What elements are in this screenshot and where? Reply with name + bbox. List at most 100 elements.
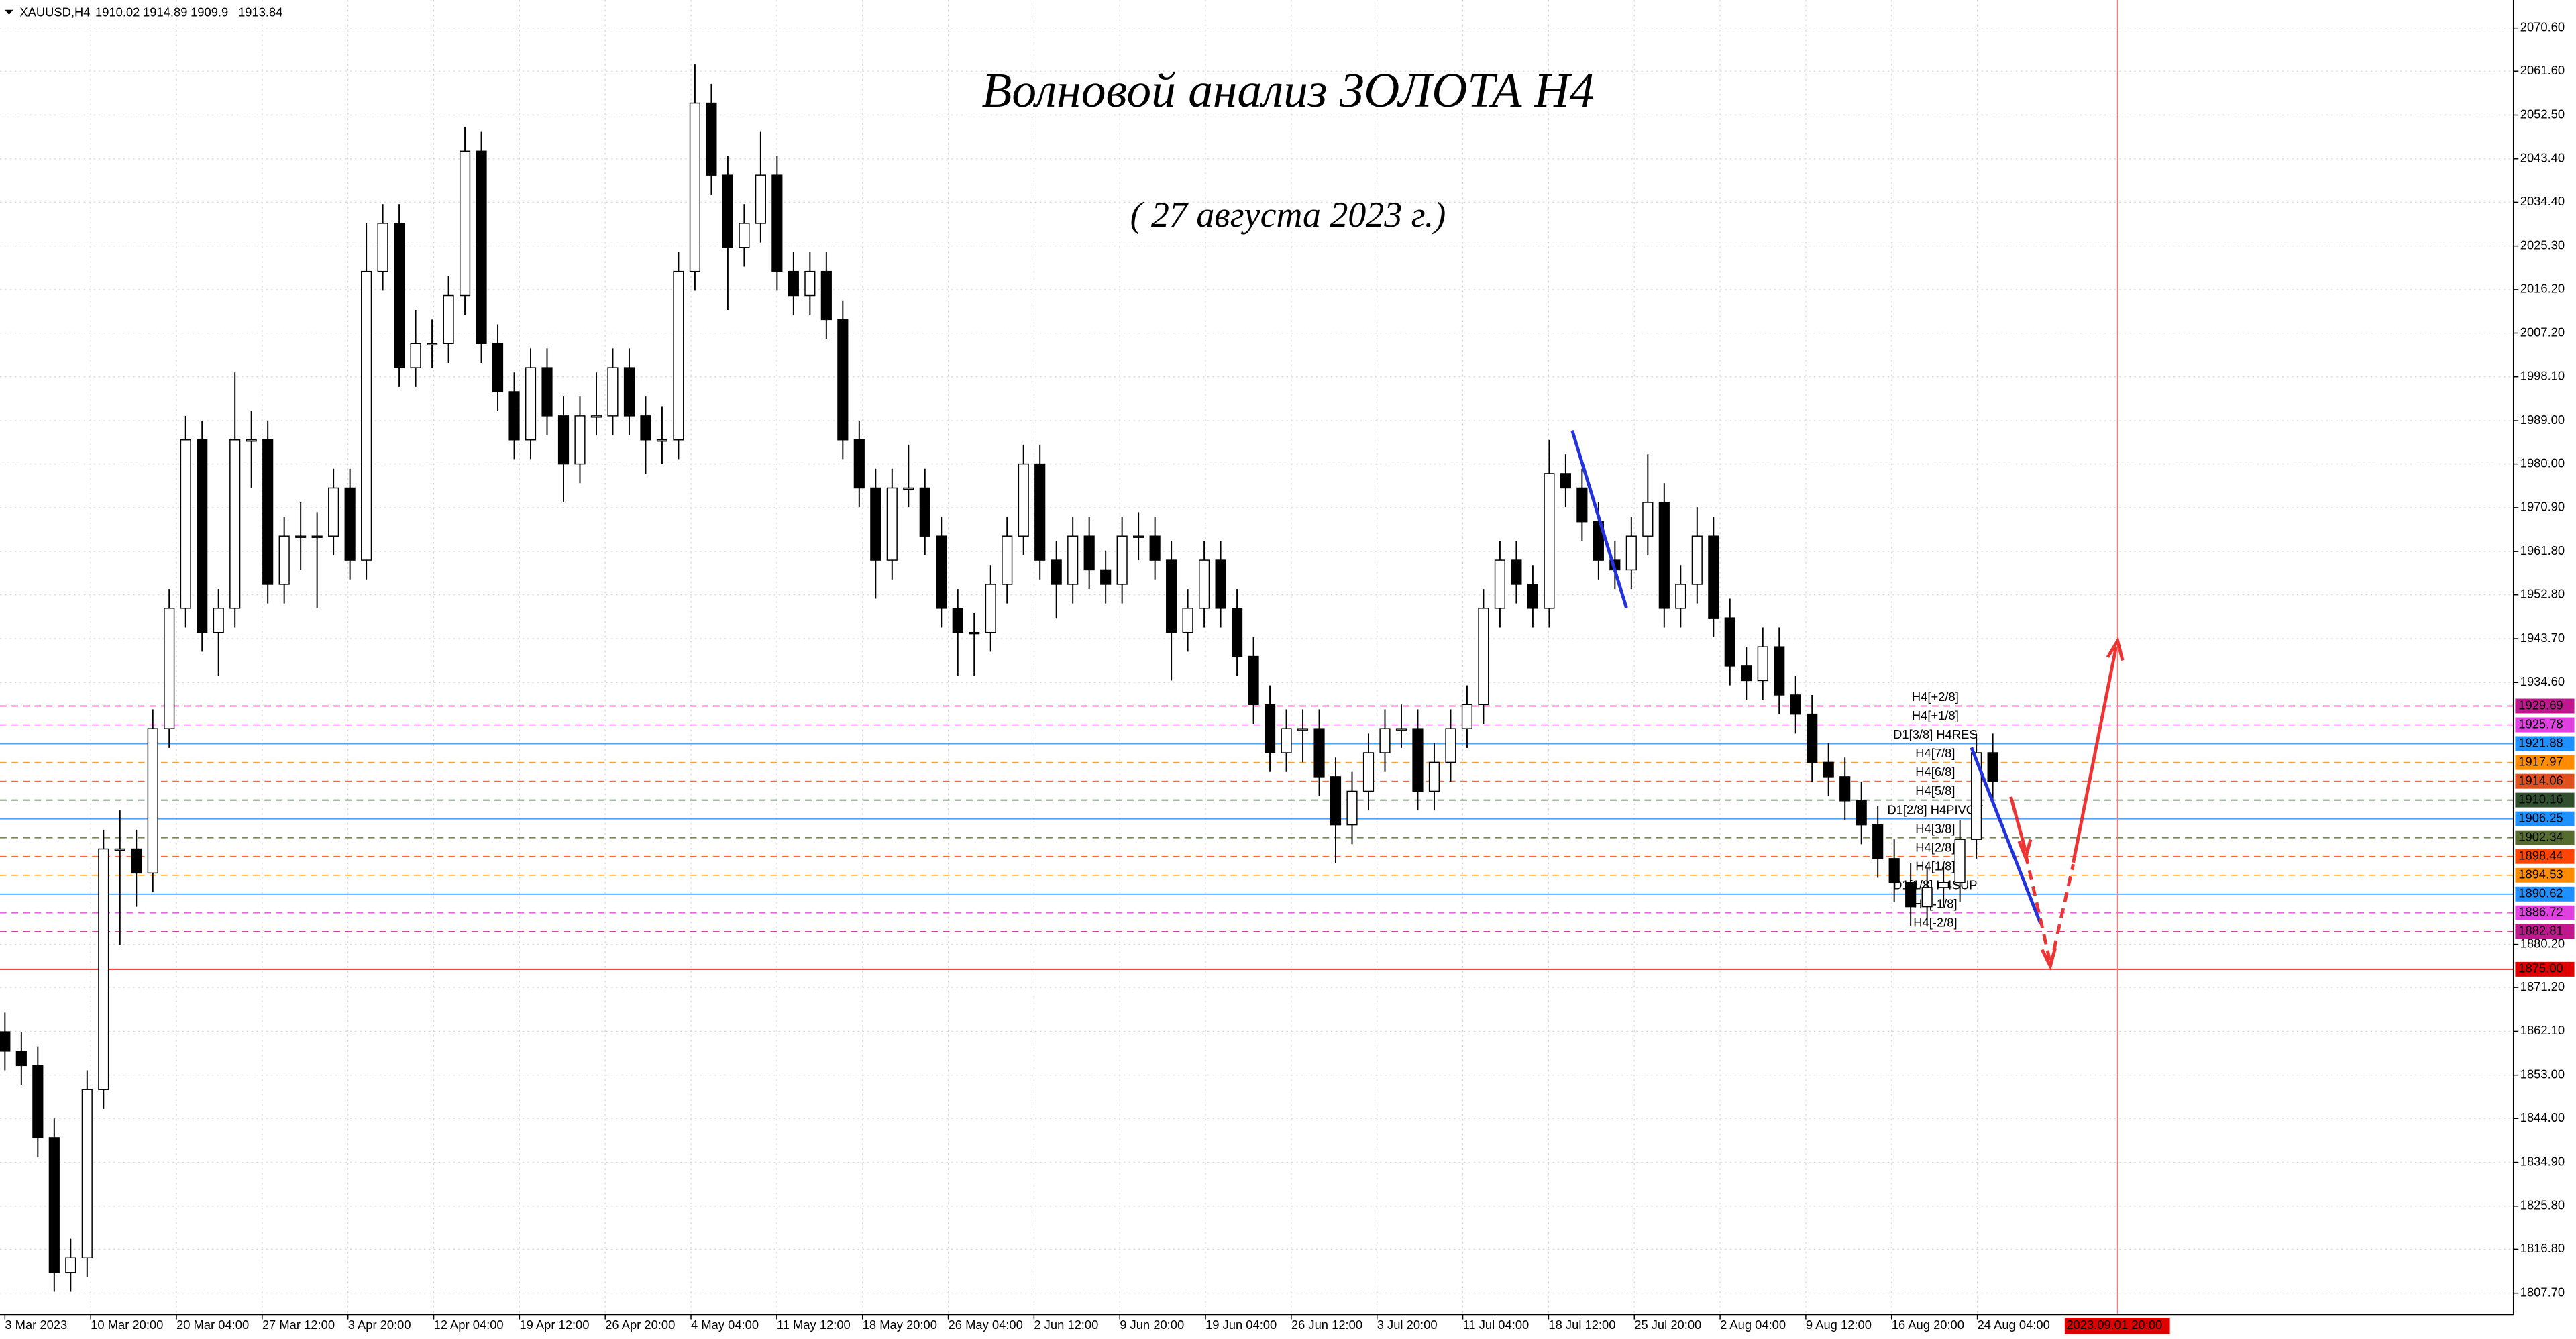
candle-body bbox=[1708, 535, 1719, 619]
y-tick-label: 1943.70 bbox=[2520, 631, 2565, 645]
annotations bbox=[1570, 0, 2125, 1315]
price-label-box bbox=[2515, 830, 2575, 845]
candle-body bbox=[689, 102, 700, 272]
y-tick-label: 1934.60 bbox=[2520, 674, 2565, 688]
candle-body bbox=[1823, 761, 1834, 778]
level-name: H4[2/8] bbox=[1915, 840, 1955, 854]
level-name: H4[3/8] bbox=[1915, 821, 1955, 835]
level-name: H4[5/8] bbox=[1915, 784, 1955, 798]
candle-body bbox=[344, 487, 356, 561]
y-tick-label: 1961.80 bbox=[2520, 543, 2565, 557]
candle-body bbox=[1888, 858, 1900, 883]
price-label: 1917.97 bbox=[2518, 754, 2563, 768]
candle-body bbox=[394, 223, 405, 368]
candle-body bbox=[1527, 584, 1538, 609]
price-label-box bbox=[2515, 773, 2575, 789]
candle-body bbox=[1872, 824, 1884, 859]
candle-body bbox=[328, 487, 339, 537]
header-value: 1914.89 bbox=[143, 5, 187, 19]
x-tick-label: 16 Aug 20:00 bbox=[1892, 1318, 1964, 1332]
candle-body bbox=[114, 848, 125, 851]
candle-body bbox=[1297, 728, 1309, 731]
x-tick-label: 2 Aug 04:00 bbox=[1720, 1318, 1786, 1332]
price-label-box bbox=[2515, 811, 2575, 826]
candle-body bbox=[936, 535, 947, 609]
candle-body bbox=[969, 631, 980, 635]
price-label: 1875.00 bbox=[2518, 961, 2563, 975]
price-label: 1898.44 bbox=[2518, 849, 2563, 863]
x-tick-label: 19 Jun 04:00 bbox=[1205, 1318, 1277, 1332]
price-label-box bbox=[2515, 698, 2575, 714]
chart-title: Волновой анализ ЗОЛОТА H4 bbox=[982, 63, 1595, 117]
x-tick-label: 9 Jun 20:00 bbox=[1120, 1318, 1184, 1332]
candle-body bbox=[623, 367, 635, 417]
candle-body bbox=[1313, 728, 1325, 778]
candle-body bbox=[574, 415, 586, 465]
candle-body bbox=[508, 391, 520, 441]
level-name: H4[-1/8] bbox=[1913, 896, 1957, 910]
candle-body bbox=[98, 848, 109, 1090]
candle-body bbox=[706, 102, 717, 176]
candle-body bbox=[1954, 839, 1966, 883]
y-tick-label: 1862.10 bbox=[2520, 1023, 2565, 1037]
candle-body bbox=[15, 1051, 27, 1067]
x-tick-label: 4 May 04:00 bbox=[691, 1318, 759, 1332]
candle-body bbox=[1281, 728, 1292, 753]
candle-body bbox=[525, 367, 537, 441]
candle-body bbox=[1149, 535, 1161, 561]
y-tick-label: 2070.60 bbox=[2520, 19, 2565, 34]
y-tick-label: 2007.20 bbox=[2520, 325, 2565, 339]
candle-body bbox=[1264, 704, 1276, 753]
wave-line bbox=[1970, 747, 2042, 924]
candle-body bbox=[1461, 704, 1473, 729]
candle-body bbox=[1987, 752, 1998, 782]
price-label-box bbox=[2515, 849, 2575, 864]
level-name: H4[1/8] bbox=[1915, 859, 1955, 873]
candle-body bbox=[1938, 881, 1949, 888]
candle-body bbox=[1971, 752, 1982, 840]
candle-body bbox=[985, 584, 996, 633]
wave-line bbox=[1570, 429, 1628, 608]
x-tick-label: 26 May 04:00 bbox=[949, 1318, 1023, 1332]
y-tick-label: 2043.40 bbox=[2520, 151, 2565, 165]
x-tick-label: 25 Jul 20:00 bbox=[1634, 1318, 1701, 1332]
candle-body bbox=[262, 439, 274, 585]
header-value: 1913.84 bbox=[238, 5, 282, 19]
candle-body bbox=[1658, 502, 1670, 609]
forecast-arrow bbox=[2072, 647, 2118, 863]
candle-body bbox=[607, 367, 619, 417]
candle-body bbox=[1395, 728, 1407, 731]
y-tick-label: 1871.20 bbox=[2520, 979, 2565, 994]
forecast-arrow bbox=[2048, 863, 2076, 967]
y-tick-label: 2025.30 bbox=[2520, 237, 2565, 252]
price-label: 1929.69 bbox=[2518, 698, 2563, 712]
y-tick-label: 1844.00 bbox=[2520, 1110, 2565, 1124]
candle-body bbox=[1133, 535, 1144, 538]
price-label: 1890.62 bbox=[2518, 886, 2563, 900]
candle-body bbox=[1576, 487, 1588, 523]
candle-body bbox=[673, 270, 684, 441]
y-tick-label: 1816.80 bbox=[2520, 1241, 2565, 1255]
candle-body bbox=[1494, 559, 1505, 609]
candle-body bbox=[492, 343, 504, 392]
candle-body bbox=[903, 487, 914, 490]
candle-body bbox=[1199, 559, 1210, 609]
price-label-box bbox=[2515, 717, 2575, 733]
candle-body bbox=[1215, 559, 1226, 609]
x-tick-label: 24 Aug 04:00 bbox=[1978, 1318, 2050, 1332]
candle-body bbox=[377, 223, 388, 272]
candle-body bbox=[1478, 608, 1489, 706]
candle-body bbox=[197, 439, 208, 633]
candle-body bbox=[1691, 535, 1703, 585]
price-label: 1925.78 bbox=[2518, 716, 2563, 731]
candle-body bbox=[1642, 502, 1654, 537]
level-name: D1[2/8] H4PIVOT bbox=[1887, 802, 1983, 816]
candle-body bbox=[1625, 535, 1637, 571]
candle-body bbox=[771, 174, 783, 272]
candle-body bbox=[1839, 776, 1851, 802]
y-tick-label: 1807.70 bbox=[2520, 1285, 2565, 1299]
candle-body bbox=[541, 367, 553, 417]
y-tick-label: 1980.00 bbox=[2520, 456, 2565, 470]
candle-body bbox=[81, 1089, 93, 1259]
